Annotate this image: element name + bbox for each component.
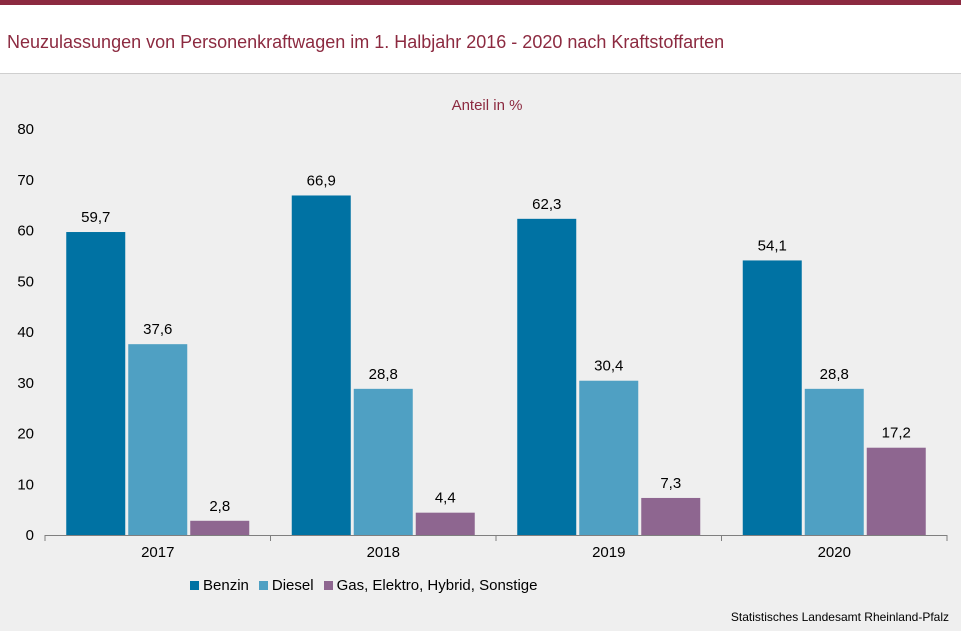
legend-item-sonstige: Gas, Elektro, Hybrid, Sonstige: [323, 577, 538, 594]
y-tick-label: 40: [17, 324, 34, 341]
data-label: 66,9: [307, 172, 336, 189]
y-tick-label: 30: [17, 375, 34, 392]
legend: Benzin Diesel Gas, Elektro, Hybrid, Sons…: [190, 577, 547, 594]
bar-2020-diesel: [804, 388, 864, 535]
data-label: 30,4: [594, 358, 623, 375]
bar-2018-benzin: [291, 195, 351, 536]
legend-swatch-sonstige: [323, 581, 333, 590]
data-label: 62,3: [532, 196, 561, 213]
bar-2017-diesel: [128, 344, 188, 535]
bar-2018-gas: [415, 512, 475, 535]
x-tick-label: 2020: [818, 544, 851, 561]
legend-swatch-diesel: [258, 581, 268, 590]
data-label: 17,2: [882, 425, 911, 442]
y-tick-label: 50: [17, 273, 34, 290]
y-tick-label: 70: [17, 172, 34, 189]
data-label: 59,7: [81, 209, 110, 226]
top-accent-bar: [0, 0, 961, 5]
bar-2019-benzin: [517, 218, 577, 535]
data-label: 54,1: [758, 237, 787, 254]
legend-swatch-benzin: [190, 581, 199, 590]
source-note: Statistisches Landesamt Rheinland-Pfalz: [730, 610, 949, 624]
x-tick-label: 2017: [141, 544, 174, 561]
data-label: 7,3: [660, 475, 681, 492]
x-tick-label: 2019: [592, 544, 625, 561]
data-label: 2,8: [209, 498, 230, 515]
bar-2020-benzin: [742, 260, 802, 535]
bar-2017-benzin: [66, 232, 126, 535]
data-label: 4,4: [435, 490, 456, 507]
legend-item-benzin: Benzin: [190, 577, 249, 594]
legend-label-diesel: Diesel: [271, 577, 314, 594]
y-tick-label: 60: [17, 223, 34, 240]
y-tick-label: 10: [17, 476, 34, 493]
legend-label-sonstige: Gas, Elektro, Hybrid, Sonstige: [336, 577, 538, 594]
legend-item-diesel: Diesel: [258, 577, 314, 594]
data-label: 37,6: [143, 321, 172, 338]
bar-2019-diesel: [579, 380, 639, 535]
bar-2020-gas: [866, 447, 926, 535]
legend-label-benzin: Benzin: [203, 577, 249, 594]
bar-2018-diesel: [353, 388, 413, 535]
y-tick-label: 0: [26, 527, 34, 544]
chart-subtitle: Anteil in %: [452, 97, 523, 114]
bar-2017-gas: [190, 520, 250, 535]
header-divider: [0, 73, 961, 74]
x-tick-label: 2018: [367, 544, 400, 561]
data-label: 28,8: [820, 366, 849, 383]
y-tick-label: 20: [17, 426, 34, 443]
header-panel: Neuzulassungen von Personenkraftwagen im…: [0, 5, 961, 73]
y-tick-label: 80: [17, 121, 34, 138]
bar-2019-gas: [641, 497, 701, 535]
data-label: 28,8: [369, 366, 398, 383]
chart-title: Neuzulassungen von Personenkraftwagen im…: [7, 32, 725, 52]
